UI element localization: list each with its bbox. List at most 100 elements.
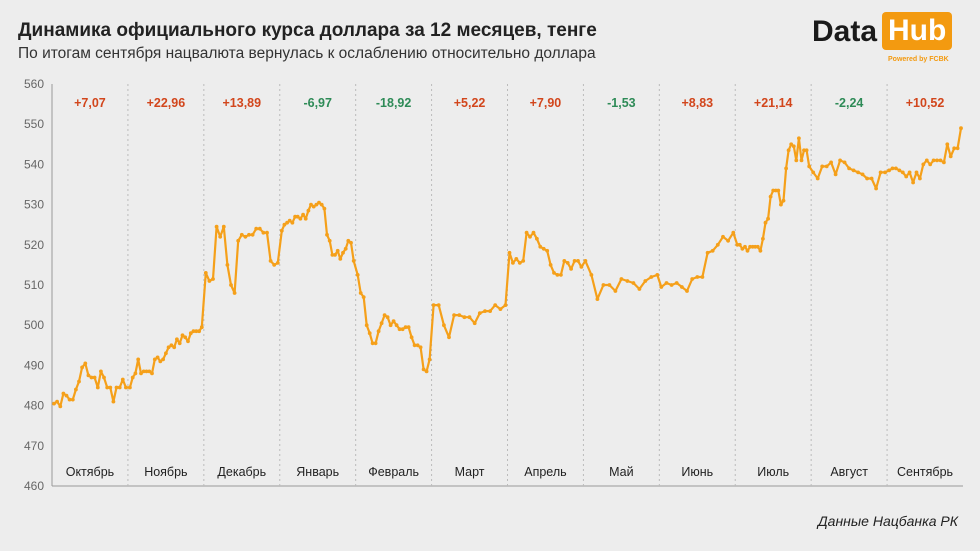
rate-point <box>548 263 553 267</box>
logo-word-hub: Hub <box>882 12 953 50</box>
monthly-change-label: +22,96 <box>147 96 186 110</box>
rate-point <box>52 401 56 406</box>
rate-point <box>349 240 353 245</box>
rate-point <box>309 202 313 207</box>
rate-point <box>511 261 515 265</box>
rate-point <box>364 323 369 328</box>
rate-point <box>514 257 519 261</box>
rate-point <box>883 170 887 175</box>
rate-point <box>136 357 141 362</box>
month-label: Сентябрь <box>897 465 953 479</box>
rate-point <box>743 244 747 249</box>
y-tick-label: 480 <box>24 399 44 413</box>
rate-point <box>55 399 59 404</box>
rate-point <box>674 281 679 285</box>
rate-point <box>842 160 847 165</box>
rate-point <box>139 371 143 376</box>
rate-point <box>761 236 765 241</box>
rate-point <box>161 357 166 362</box>
rate-point <box>180 333 185 338</box>
monthly-change-label: +7,90 <box>530 96 562 110</box>
rate-point <box>649 275 654 279</box>
rate-point <box>147 369 152 374</box>
rate-point <box>607 283 612 287</box>
rate-point <box>555 273 560 277</box>
rate-point <box>847 166 851 171</box>
rate-point <box>948 154 953 159</box>
rate-point <box>397 327 402 332</box>
rate-point <box>409 335 414 340</box>
rate-point <box>335 248 340 253</box>
rate-point <box>833 172 838 177</box>
rate-point <box>538 244 543 249</box>
month-label: Август <box>830 465 868 479</box>
rate-point <box>811 170 816 175</box>
rate-point <box>229 283 233 287</box>
chart-subtitle: По итогам сентября нацвалюта вернулась к… <box>18 45 596 62</box>
rate-point <box>664 281 669 285</box>
rate-point <box>415 343 420 348</box>
rate-point <box>150 371 154 376</box>
rate-point <box>293 214 297 219</box>
rate-point <box>333 253 337 257</box>
rate-point <box>467 315 472 320</box>
rate-point <box>388 323 393 328</box>
monthly-change-label: +21,14 <box>754 96 793 110</box>
rate-point <box>659 285 664 289</box>
rate-point <box>838 158 842 163</box>
rate-point <box>99 369 103 374</box>
rate-point <box>114 385 119 390</box>
rate-point <box>755 244 760 249</box>
rate-point <box>412 343 417 348</box>
rate-point <box>942 160 946 165</box>
rate-point <box>385 315 390 320</box>
rate-point <box>92 375 97 380</box>
rate-point <box>488 309 492 313</box>
rate-point <box>158 359 163 364</box>
rate-point <box>503 303 508 307</box>
rate-point <box>221 224 226 229</box>
rate-point <box>569 267 573 271</box>
rate-point <box>317 200 321 205</box>
rate-point <box>705 250 710 255</box>
rate-point <box>625 279 630 283</box>
month-label: Ноябрь <box>144 465 187 479</box>
y-tick-label: 550 <box>24 117 44 131</box>
rate-point <box>493 303 498 307</box>
y-tick-label: 510 <box>24 278 44 292</box>
rate-point <box>306 208 311 213</box>
rate-point <box>188 331 193 336</box>
rate-point <box>376 329 381 334</box>
rate-point <box>431 303 436 307</box>
rate-point <box>382 313 387 317</box>
rate-point <box>301 212 305 217</box>
rate-point <box>763 220 768 225</box>
rate-point <box>791 144 796 149</box>
monthly-change-label: -1,53 <box>607 96 636 110</box>
rate-point <box>781 198 786 203</box>
rate-point <box>865 176 869 181</box>
rate-point <box>815 176 820 181</box>
rate-point <box>579 265 584 269</box>
rate-point <box>120 377 125 382</box>
rate-point <box>102 375 106 380</box>
rate-point <box>330 253 335 257</box>
rate-point <box>175 337 179 342</box>
rate-point <box>89 375 94 380</box>
y-tick-label: 540 <box>24 157 44 171</box>
rate-point <box>394 323 399 328</box>
rate-point <box>589 273 594 277</box>
rate-point <box>111 399 116 404</box>
rate-point <box>287 218 292 223</box>
rate-point <box>758 248 763 253</box>
rate-point <box>379 321 384 326</box>
rate-point <box>517 261 522 265</box>
rate-point <box>130 375 135 380</box>
y-tick-label: 530 <box>24 198 44 212</box>
rate-point <box>856 170 860 175</box>
rate-point <box>86 373 91 378</box>
rate-point <box>789 142 794 147</box>
rate-point <box>935 158 939 163</box>
month-label: Апрель <box>524 465 566 479</box>
rate-point <box>77 379 81 384</box>
